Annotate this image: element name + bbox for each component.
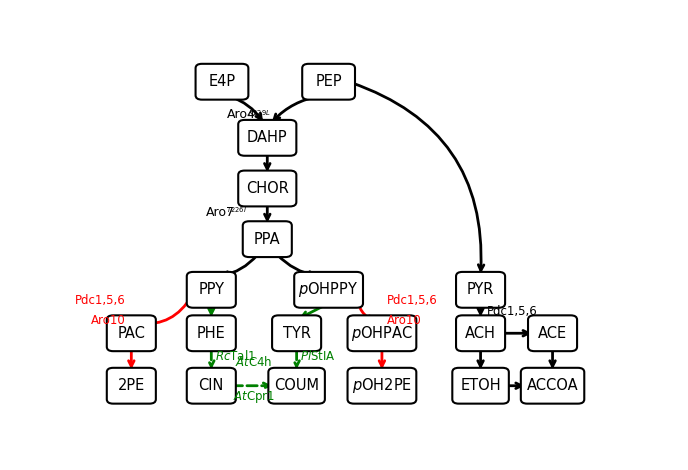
FancyBboxPatch shape xyxy=(107,368,156,404)
Text: COUM: COUM xyxy=(274,378,319,393)
Text: DAHP: DAHP xyxy=(247,130,288,145)
Text: $\it{p}$OH2PE: $\it{p}$OH2PE xyxy=(352,376,412,395)
FancyBboxPatch shape xyxy=(238,120,297,156)
Text: PEP: PEP xyxy=(315,74,342,89)
Text: Pdc1,5,6: Pdc1,5,6 xyxy=(387,294,438,307)
Text: $^{K229L}$: $^{K229L}$ xyxy=(248,110,270,120)
FancyBboxPatch shape xyxy=(186,272,236,308)
Text: PPY: PPY xyxy=(198,282,224,298)
FancyBboxPatch shape xyxy=(456,272,505,308)
Text: Pdc1,5,6: Pdc1,5,6 xyxy=(487,305,538,318)
Text: $\it{p}$OHPPY: $\it{p}$OHPPY xyxy=(299,280,359,299)
FancyBboxPatch shape xyxy=(302,64,355,100)
Text: 2PE: 2PE xyxy=(118,378,145,393)
Text: $\it{p}$OHPAC: $\it{p}$OHPAC xyxy=(351,324,413,343)
Text: $\it{At}$C4h: $\it{At}$C4h xyxy=(235,355,272,369)
FancyBboxPatch shape xyxy=(528,315,577,351)
Text: Aro10: Aro10 xyxy=(92,314,126,327)
FancyBboxPatch shape xyxy=(456,315,505,351)
FancyBboxPatch shape xyxy=(107,315,156,351)
FancyBboxPatch shape xyxy=(243,221,292,257)
FancyBboxPatch shape xyxy=(452,368,509,404)
Text: $\it{At}$Cpr1: $\it{At}$Cpr1 xyxy=(233,389,275,405)
Text: ETOH: ETOH xyxy=(460,378,501,393)
Text: ACH: ACH xyxy=(465,326,496,341)
Text: $^{T226I}$: $^{T226I}$ xyxy=(226,208,248,218)
FancyBboxPatch shape xyxy=(347,368,416,404)
FancyBboxPatch shape xyxy=(272,315,321,351)
FancyBboxPatch shape xyxy=(238,171,297,206)
FancyBboxPatch shape xyxy=(268,368,325,404)
Text: ACE: ACE xyxy=(538,326,567,341)
Text: PYR: PYR xyxy=(467,282,494,298)
FancyBboxPatch shape xyxy=(347,315,416,351)
Text: ACCOA: ACCOA xyxy=(527,378,579,393)
Text: PHE: PHE xyxy=(197,326,226,341)
Text: $\it{Pl}$StIA: $\it{Pl}$StIA xyxy=(300,349,336,363)
Text: CHOR: CHOR xyxy=(246,181,289,196)
Text: E4P: E4P xyxy=(208,74,235,89)
Text: PAC: PAC xyxy=(118,326,145,341)
Text: TYR: TYR xyxy=(283,326,310,341)
Text: PPA: PPA xyxy=(254,232,281,247)
Text: CIN: CIN xyxy=(199,378,224,393)
Text: $\it{Rc}$Tal1: $\it{Rc}$Tal1 xyxy=(215,349,255,363)
FancyBboxPatch shape xyxy=(294,272,363,308)
Text: Aro10: Aro10 xyxy=(387,314,422,327)
FancyBboxPatch shape xyxy=(186,368,236,404)
FancyBboxPatch shape xyxy=(195,64,248,100)
FancyBboxPatch shape xyxy=(186,315,236,351)
FancyBboxPatch shape xyxy=(521,368,584,404)
Text: Aro4: Aro4 xyxy=(227,108,256,121)
Text: Pdc1,5,6: Pdc1,5,6 xyxy=(75,294,126,307)
Text: Aro7: Aro7 xyxy=(206,206,235,219)
